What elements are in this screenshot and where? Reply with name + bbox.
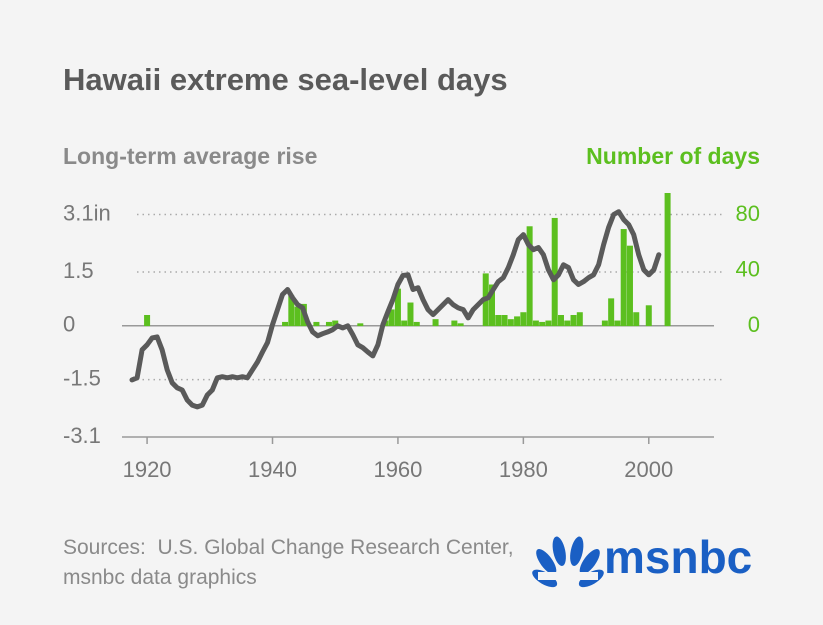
y-tick-label: -1.5 xyxy=(63,365,101,390)
bar xyxy=(551,217,558,327)
bar xyxy=(645,305,652,327)
bar xyxy=(507,319,514,327)
bar xyxy=(570,315,577,327)
bar xyxy=(620,229,627,327)
bar xyxy=(532,320,539,327)
bar xyxy=(313,321,320,327)
bar xyxy=(413,321,420,327)
bar xyxy=(294,306,301,327)
bar xyxy=(394,288,401,327)
bar xyxy=(357,323,364,327)
source-note: Sources: U.S. Global Change Research Cen… xyxy=(63,536,520,589)
logo-text: msnbc xyxy=(604,531,752,583)
bar xyxy=(489,284,495,327)
y-tick-label: -3.1 xyxy=(63,423,101,448)
bar xyxy=(601,320,608,327)
chart-title: Hawaii extreme sea-level days xyxy=(63,62,508,97)
bar xyxy=(501,315,508,327)
bar xyxy=(451,320,458,327)
bar xyxy=(325,321,332,327)
bar xyxy=(633,312,640,327)
bar xyxy=(407,302,414,327)
logo xyxy=(532,536,604,588)
bar xyxy=(614,320,621,327)
bar xyxy=(539,321,546,327)
right-axis-title: Number of days xyxy=(586,143,760,169)
bar xyxy=(432,319,439,327)
y-tick-label: 3.1in xyxy=(63,200,111,225)
bar xyxy=(545,320,552,327)
bar xyxy=(626,245,633,327)
bar xyxy=(564,320,571,327)
x-tick-label: 1940 xyxy=(248,457,297,482)
bar xyxy=(282,321,289,327)
bar xyxy=(520,312,527,327)
bar xyxy=(457,323,464,327)
bar xyxy=(576,312,583,327)
x-tick-label: 1960 xyxy=(373,457,422,482)
x-tick-label: 1920 xyxy=(123,457,172,482)
bar xyxy=(495,315,502,327)
bar xyxy=(332,320,339,327)
x-tick-label: 1980 xyxy=(499,457,548,482)
y-tick-label: 0 xyxy=(63,312,75,337)
bar xyxy=(526,226,533,327)
bar xyxy=(608,298,615,327)
bar xyxy=(388,309,395,327)
line xyxy=(129,209,662,410)
bar xyxy=(401,320,408,327)
left-axis-title: Long-term average rise xyxy=(63,143,317,169)
bar xyxy=(557,315,564,327)
bar xyxy=(288,295,295,327)
y-tick-label: 1.5 xyxy=(63,258,94,283)
y2-tick-label: 40 xyxy=(736,256,760,281)
x-tick-label: 2000 xyxy=(624,457,673,482)
y2-tick-label: 80 xyxy=(736,201,760,226)
bar xyxy=(514,316,521,327)
y2-tick-label: 0 xyxy=(748,312,760,337)
bar xyxy=(144,315,151,327)
bar xyxy=(664,193,671,327)
